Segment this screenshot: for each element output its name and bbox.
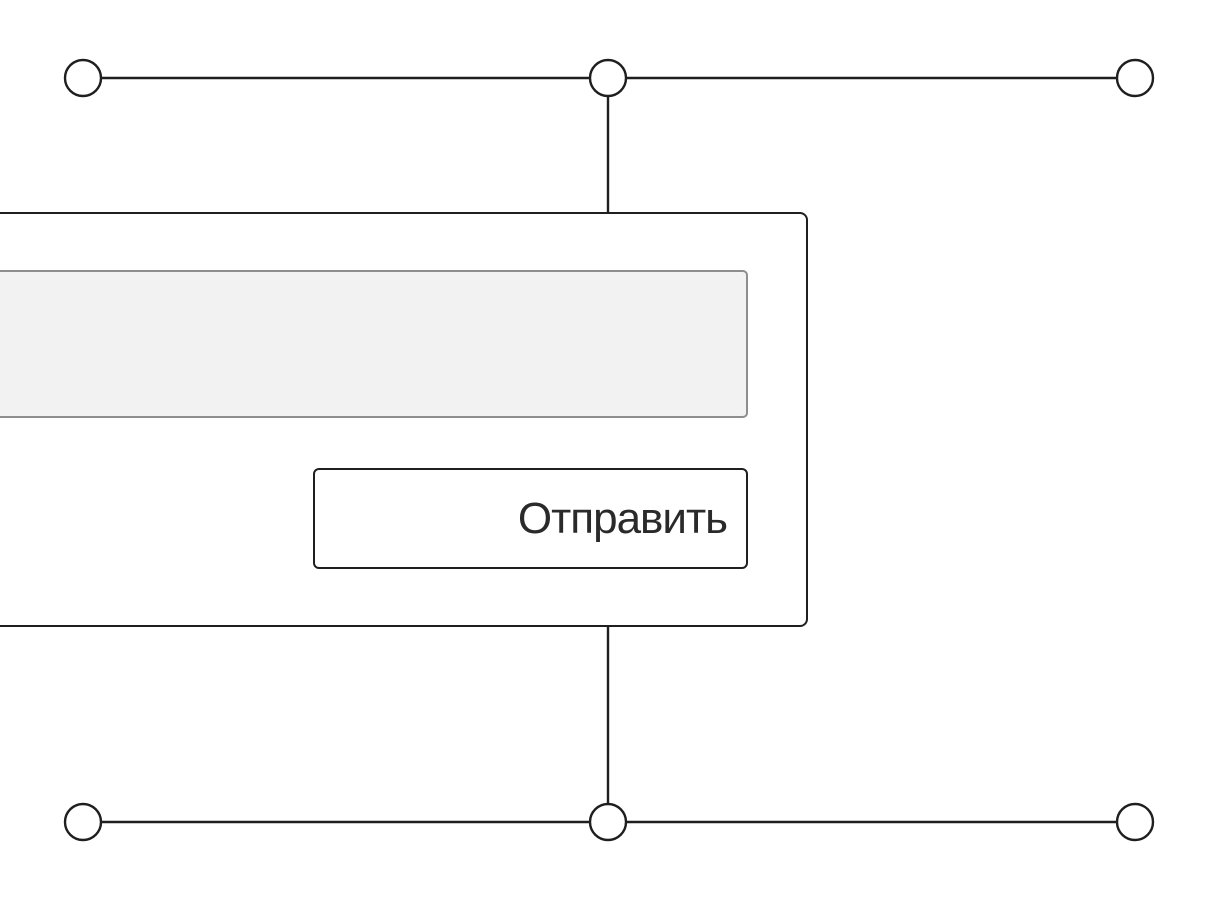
top-left-node [63, 58, 103, 98]
bottom-right-node [1115, 802, 1155, 842]
send-button[interactable]: Отправить [313, 468, 748, 569]
top-right-node [1115, 58, 1155, 98]
top-center-node [588, 58, 628, 98]
bottom-center-node [588, 802, 628, 842]
send-button-label: Отправить [517, 493, 728, 543]
message-input[interactable] [0, 270, 748, 418]
bottom-left-node [63, 802, 103, 842]
